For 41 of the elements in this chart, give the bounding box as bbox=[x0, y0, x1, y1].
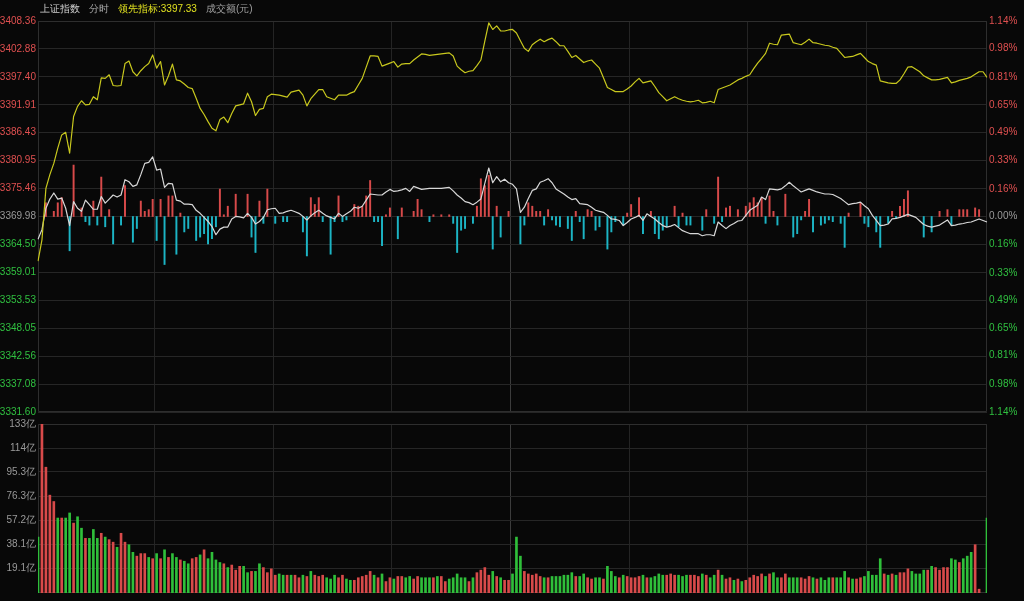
text: 领先指标:3397.33 bbox=[118, 3, 197, 14]
y-tick-label: 3402.88 bbox=[0, 42, 37, 54]
y-tick-label: 57.2亿 bbox=[6, 514, 36, 526]
y-tick-label: 3337.08 bbox=[0, 377, 37, 389]
y-tick-label: 3348.05 bbox=[0, 321, 37, 333]
y2-tick-label: 1.14% bbox=[989, 405, 1018, 417]
y-tick-label: 3397.40 bbox=[0, 70, 37, 82]
y2-tick-label: 0.49% bbox=[989, 294, 1018, 306]
y2-tick-label: 0.81% bbox=[989, 71, 1018, 83]
y2-tick-label: 0.49% bbox=[989, 126, 1018, 138]
y-tick-label: 114亿 bbox=[10, 441, 36, 453]
y-tick-label: 133亿 bbox=[9, 417, 36, 429]
y2-tick-label: 0.98% bbox=[989, 378, 1018, 390]
y2-tick-label: 1.14% bbox=[989, 14, 1018, 26]
y-tick-label: 3342.56 bbox=[0, 349, 37, 361]
y-tick-label: 95.3亿 bbox=[6, 465, 36, 477]
text: 成交额(元) bbox=[205, 3, 253, 14]
y2-tick-label: 0.16% bbox=[989, 237, 1018, 249]
y-tick-label: 3359.01 bbox=[0, 266, 37, 278]
y-tick-label: 3391.91 bbox=[0, 98, 37, 110]
y2-tick-label: 0.00% bbox=[989, 210, 1018, 222]
y2-tick-label: 0.33% bbox=[989, 266, 1018, 278]
y-tick-label: 3331.60 bbox=[0, 405, 37, 417]
y-tick-label: 3386.43 bbox=[0, 126, 37, 138]
y2-tick-label: 0.65% bbox=[989, 98, 1018, 110]
y-tick-label: 3364.50 bbox=[0, 238, 37, 250]
y2-tick-label: 0.65% bbox=[989, 321, 1018, 333]
chart-subtitle: 分时 bbox=[89, 3, 109, 14]
y-tick-label: 3408.36 bbox=[0, 14, 37, 26]
y2-tick-label: 0.81% bbox=[989, 349, 1018, 361]
y-tick-label: 3353.53 bbox=[0, 294, 37, 306]
y2-tick-label: 0.16% bbox=[989, 182, 1018, 194]
chart-title: 上证指数 bbox=[40, 3, 80, 14]
y2-tick-label: 0.33% bbox=[989, 153, 1018, 165]
y-tick-label: 19.1亿 bbox=[6, 562, 36, 574]
y-tick-label: 3380.95 bbox=[0, 154, 37, 166]
y-tick-label: 3375.46 bbox=[0, 182, 37, 194]
y-tick-label: 76.3亿 bbox=[6, 489, 36, 501]
y-tick-label: 38.1亿 bbox=[6, 538, 36, 550]
y-tick-label: 3369.98 bbox=[0, 210, 37, 222]
y2-tick-label: 0.98% bbox=[989, 42, 1018, 54]
